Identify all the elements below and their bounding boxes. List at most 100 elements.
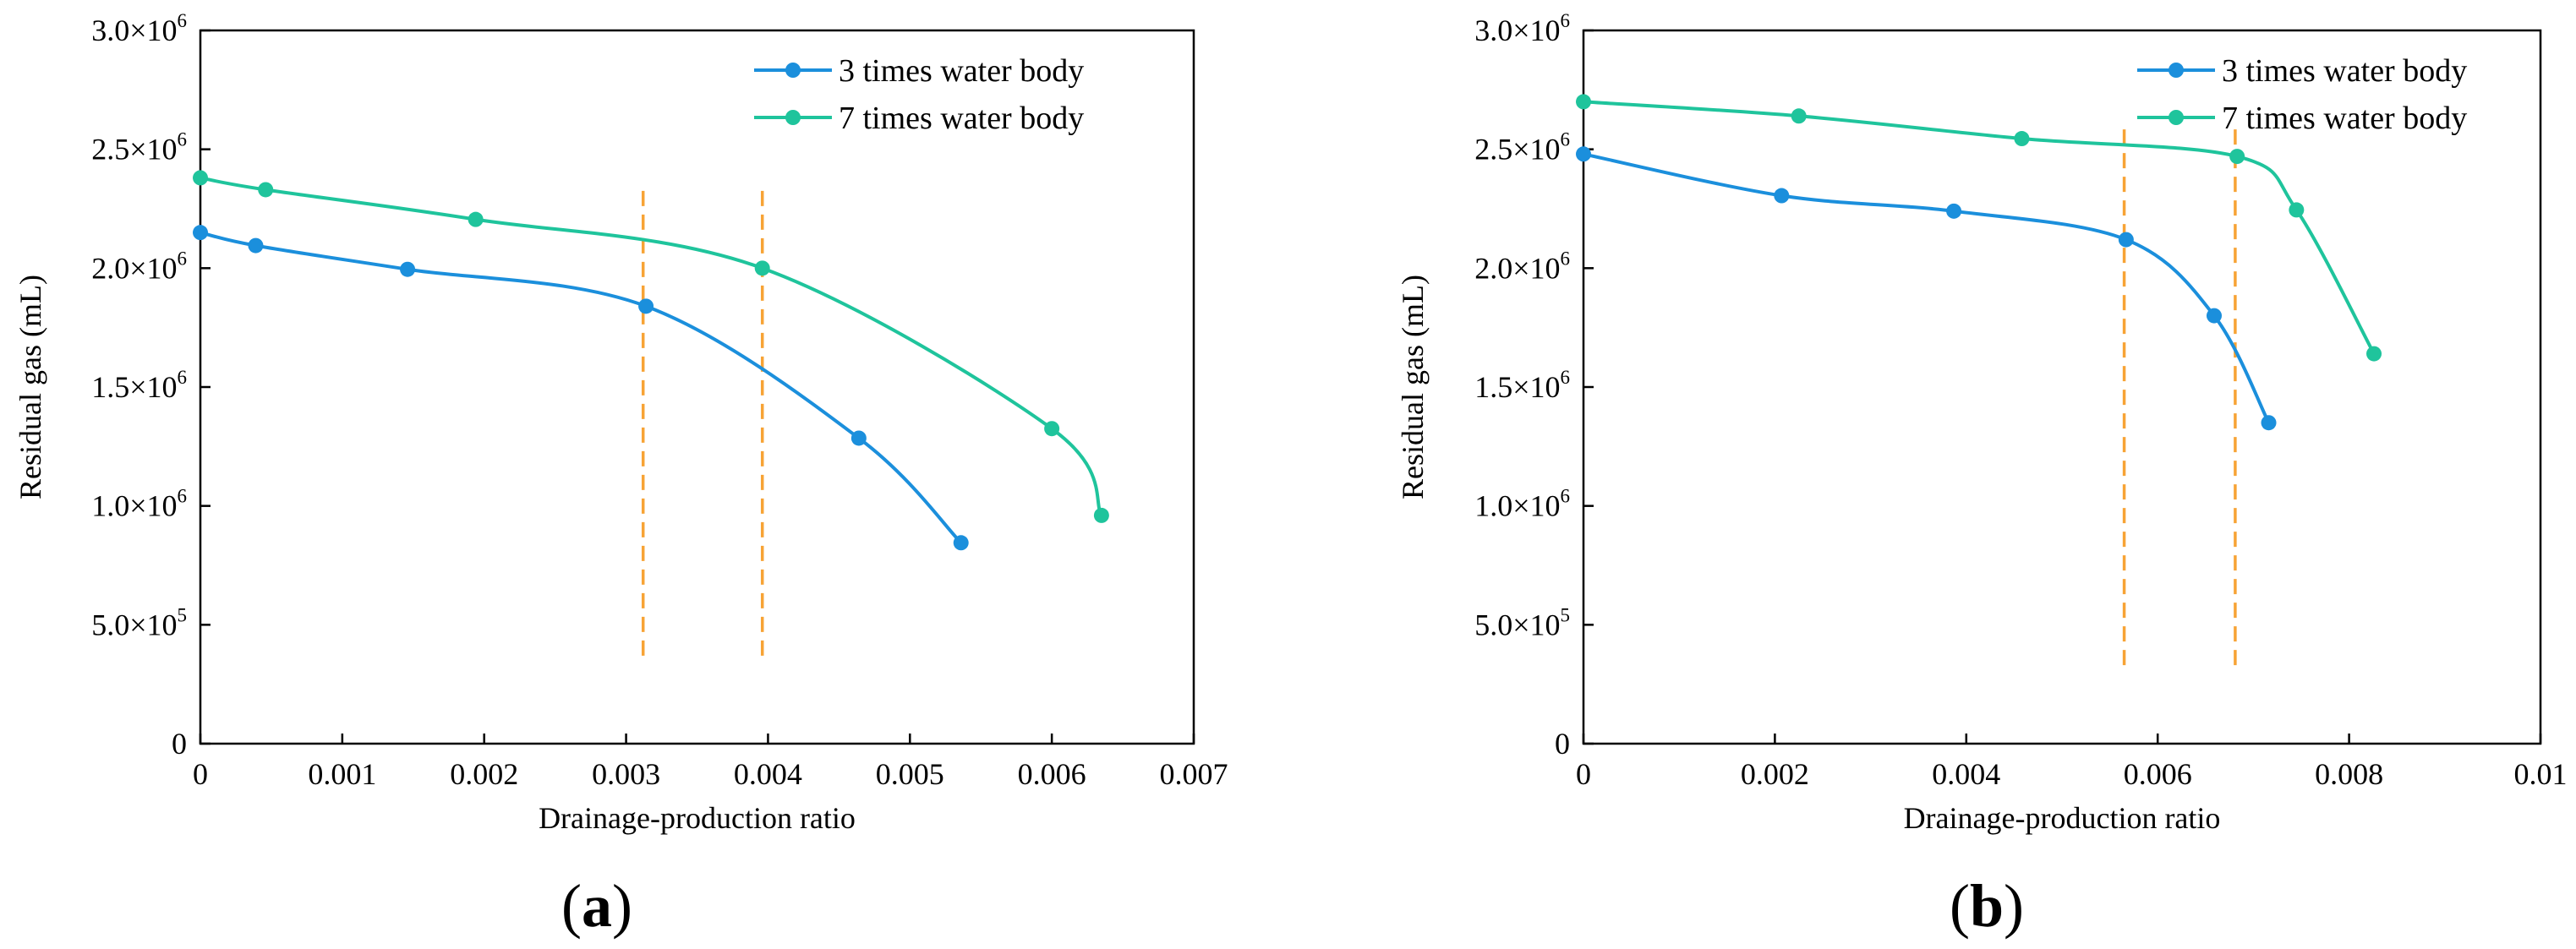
data-point <box>2289 202 2305 218</box>
y-axis-label: Residual gas (mL) <box>14 275 47 499</box>
data-point <box>2118 232 2134 248</box>
y-tick-label: 0 <box>172 727 187 761</box>
data-point <box>754 260 770 276</box>
x-tick-label: 0.002 <box>450 757 518 791</box>
y-tick-exponent: 6 <box>178 10 188 31</box>
plot-frame <box>199 29 1195 745</box>
data-point <box>953 535 969 551</box>
y-tick-label: 2.0×106 <box>91 248 187 285</box>
x-tick-label: 0.006 <box>1018 757 1086 791</box>
y-tick-label: 3.0×106 <box>91 10 187 47</box>
data-point <box>2261 415 2277 431</box>
panel-b: 0 0.002 0.004 0.006 0.008 0.0105.0×1051.0×106… <box>1396 10 2568 940</box>
y-tick-mantissa: 2.5×10 <box>91 133 177 166</box>
panel-label-open: ( <box>561 872 582 940</box>
data-point <box>638 298 654 314</box>
panel-a: 0 0.001 0.002 0.003 0.004 0.005 0.006 0.007 0 5.0… <box>14 10 1228 940</box>
data-point <box>2206 308 2222 324</box>
y-tick-mantissa: 1.5×10 <box>91 370 177 404</box>
data-point <box>1576 94 1591 110</box>
y-tick-mantissa: 0 <box>172 727 187 761</box>
data-point <box>248 237 264 254</box>
data-point <box>1791 108 1807 124</box>
legend-label: 7 times water body <box>2222 101 2467 136</box>
y-tick-exponent: 6 <box>1561 248 1571 269</box>
y-tick-label: 2.5×106 <box>1474 129 1570 166</box>
y-tick-mantissa: 5.0×10 <box>1474 608 1560 641</box>
y-tick-exponent: 5 <box>1561 604 1571 625</box>
panel-label-close: ) <box>612 872 632 940</box>
y-tick-mantissa: 1.5×10 <box>1474 370 1560 404</box>
data-point <box>2229 149 2245 165</box>
y-tick-exponent: 6 <box>178 129 188 150</box>
panel-label-letter: b <box>1970 872 2004 940</box>
y-tick-exponent: 6 <box>178 486 188 507</box>
data-point <box>1093 507 1109 523</box>
y-tick-mantissa: 5.0×10 <box>91 608 177 641</box>
y-tick-mantissa: 3.0×10 <box>91 14 177 47</box>
y-tick-label: 1.0×106 <box>91 486 187 523</box>
y-tick-exponent: 5 <box>178 604 188 625</box>
x-tick-label: 0 <box>193 757 208 791</box>
series-line <box>1583 152 2271 424</box>
legend-marker <box>785 110 801 125</box>
y-tick-label: 2.0×106 <box>1474 248 1570 285</box>
data-point <box>850 430 867 446</box>
data-point <box>2366 346 2382 362</box>
x-axis-label: Drainage-production ratio <box>539 801 856 835</box>
data-point <box>400 261 416 277</box>
x-tick-label: 0.001 <box>308 757 376 791</box>
series-line <box>1583 100 2376 355</box>
y-tick-exponent: 6 <box>1561 10 1571 31</box>
legend-label: 7 times water body <box>839 101 1084 136</box>
y-tick-label: 1.0×106 <box>1474 486 1570 523</box>
y-tick-mantissa: 3.0×10 <box>1474 14 1560 47</box>
panel-label: (b) <box>1950 872 2024 940</box>
data-point <box>468 211 484 227</box>
y-tick-label: 5.0×105 <box>1474 604 1570 641</box>
legend-label: 3 times water body <box>839 53 1084 89</box>
panel-label-open: ( <box>1950 872 1970 940</box>
data-point <box>1044 421 1060 437</box>
data-point <box>193 170 208 186</box>
legend-marker <box>2169 110 2184 125</box>
y-tick-label: 1.5×106 <box>91 367 187 404</box>
y-tick-mantissa: 1.0×10 <box>1474 489 1560 523</box>
x-tick-label: 0.005 <box>876 757 944 791</box>
x-tick-label: 0.004 <box>1932 757 2000 791</box>
y-tick-exponent: 6 <box>178 248 188 269</box>
y-tick-exponent: 6 <box>1561 367 1571 388</box>
legend-marker <box>2169 63 2184 78</box>
series-line <box>200 176 1103 516</box>
legend-label: 3 times water body <box>2222 53 2467 89</box>
x-tick-label: 0.007 <box>1160 757 1228 791</box>
y-tick-exponent: 6 <box>1561 486 1571 507</box>
x-tick-label: 0.002 <box>1741 757 1809 791</box>
data-point <box>193 225 208 241</box>
x-tick-label: 0.008 <box>2315 757 2383 791</box>
y-tick-label: 5.0×105 <box>91 604 187 641</box>
plot-frame <box>1582 29 2542 745</box>
y-tick-mantissa: 0 <box>1555 727 1570 761</box>
x-tick-label: 0.003 <box>592 757 660 791</box>
panel-label-close: ) <box>2004 872 2024 940</box>
data-point <box>2014 131 2030 147</box>
y-tick-exponent: 6 <box>178 367 188 388</box>
legend-marker <box>785 63 801 78</box>
y-axis-label: Residual gas (mL) <box>1396 275 1430 499</box>
y-tick-label: 1.5×106 <box>1474 367 1570 404</box>
x-axis-label: Drainage-production ratio <box>1904 801 2221 835</box>
panel-label-letter: a <box>582 872 612 940</box>
data-point <box>1946 203 1962 219</box>
y-tick-mantissa: 2.5×10 <box>1474 133 1560 166</box>
series-line <box>200 231 963 544</box>
y-tick-label: 0 <box>1555 727 1570 761</box>
y-tick-mantissa: 2.0×10 <box>91 251 177 285</box>
y-tick-label: 3.0×106 <box>1474 10 1570 47</box>
data-point <box>1576 146 1591 162</box>
x-tick-label: 0 <box>1576 757 1591 791</box>
x-tick-label: 0.006 <box>2124 757 2192 791</box>
data-point <box>1774 188 1790 204</box>
data-point <box>258 182 274 198</box>
